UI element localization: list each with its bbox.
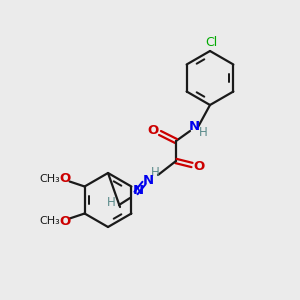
Text: N: N bbox=[142, 173, 154, 187]
Text: H: H bbox=[199, 127, 207, 140]
Text: N: N bbox=[188, 119, 200, 133]
Text: H: H bbox=[151, 167, 159, 179]
Text: O: O bbox=[59, 215, 70, 228]
Text: CH₃: CH₃ bbox=[39, 217, 60, 226]
Text: O: O bbox=[194, 160, 205, 173]
Text: Cl: Cl bbox=[205, 37, 217, 50]
Text: O: O bbox=[147, 124, 159, 136]
Text: H: H bbox=[106, 196, 116, 208]
Text: CH₃: CH₃ bbox=[39, 173, 60, 184]
Text: O: O bbox=[59, 172, 70, 185]
Text: N: N bbox=[132, 184, 144, 196]
